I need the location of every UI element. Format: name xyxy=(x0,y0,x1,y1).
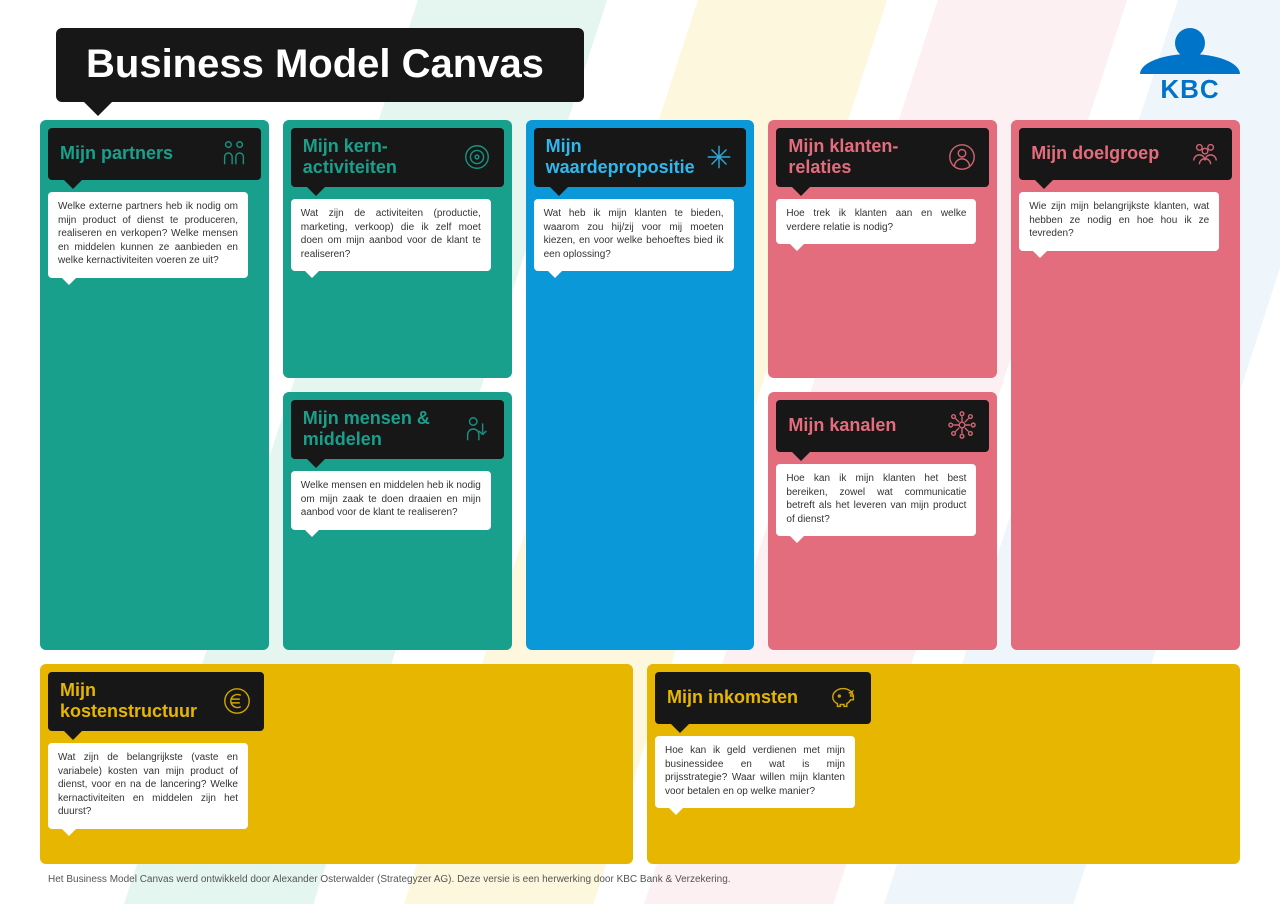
block-title: Mijn mensen & middelen xyxy=(303,408,453,449)
block-title: Mijn kanalen xyxy=(788,415,896,436)
logo-text: KBC xyxy=(1140,74,1240,105)
block-body: Wat heb ik mijn klanten te bieden, waaro… xyxy=(534,199,734,271)
person-arrow-icon xyxy=(462,414,492,444)
people-pair-icon xyxy=(219,138,249,168)
block-body: Hoe trek ik klanten aan en welke verdere… xyxy=(776,199,976,244)
person-circle-icon xyxy=(947,142,977,172)
sparkle-icon xyxy=(704,142,734,172)
block-body: Wat zijn de activiteiten (productie, mar… xyxy=(291,199,491,271)
block-title: Mijn doelgroep xyxy=(1031,143,1159,164)
block-channels: Mijn kanalen Hoe kan ik mijn klanten het… xyxy=(768,392,997,650)
block-body: Wat zijn de belangrijkste (vaste en vari… xyxy=(48,743,248,829)
block-costs: Mijn kostenstructuur Wat zijn de belangr… xyxy=(40,664,633,864)
block-head: Mijn klanten-relaties xyxy=(776,128,989,187)
block-body: Wie zijn mijn belangrijkste klanten, wat… xyxy=(1019,192,1219,251)
block-relations: Mijn klanten-relaties Hoe trek ik klante… xyxy=(768,120,997,378)
block-head: Mijn doelgroep xyxy=(1019,128,1232,180)
block-value: Mijn waardepropositie Wat heb ik mijn kl… xyxy=(526,120,755,650)
top-grid: Mijn partners Welke externe partners heb… xyxy=(40,120,1240,650)
block-body: Hoe kan ik mijn klanten het best bereike… xyxy=(776,464,976,536)
block-title: Mijn kostenstructuur xyxy=(60,680,210,721)
block-title: Mijn klanten-relaties xyxy=(788,136,898,177)
block-head: Mijn mensen & middelen xyxy=(291,400,504,459)
block-head: Mijn waardepropositie xyxy=(534,128,747,187)
block-body: Welke externe partners heb ik nodig om m… xyxy=(48,192,248,278)
block-resources: Mijn mensen & middelen Welke mensen en m… xyxy=(283,392,512,650)
target-icon xyxy=(462,142,492,172)
block-customers: Mijn doelgroep Wie zijn mijn belangrijks… xyxy=(1011,120,1240,650)
block-partners: Mijn partners Welke externe partners heb… xyxy=(40,120,269,650)
block-activities: Mijn kern-activiteiten Wat zijn de activ… xyxy=(283,120,512,378)
block-head: Mijn partners xyxy=(48,128,261,180)
block-revenue: Mijn inkomsten Hoe kan ik geld verdienen… xyxy=(647,664,1240,864)
kbc-logo: KBC xyxy=(1140,28,1240,98)
block-title: Mijn waardepropositie xyxy=(546,136,696,177)
group-icon xyxy=(1190,138,1220,168)
euro-coin-icon xyxy=(222,686,252,716)
page-title: Business Model Canvas xyxy=(56,28,584,102)
block-head: Mijn kern-activiteiten xyxy=(291,128,504,187)
block-title: Mijn kern-activiteiten xyxy=(303,136,397,177)
header: Business Model Canvas KBC xyxy=(0,0,1280,102)
canvas: Mijn partners Welke externe partners heb… xyxy=(0,102,1280,864)
block-head: Mijn kanalen xyxy=(776,400,989,452)
block-body: Welke mensen en middelen heb ik nodig om… xyxy=(291,471,491,530)
block-head: Mijn kostenstructuur xyxy=(48,672,264,731)
block-title: Mijn inkomsten xyxy=(667,687,798,708)
block-head: Mijn inkomsten xyxy=(655,672,871,724)
bottom-grid: Mijn kostenstructuur Wat zijn de belangr… xyxy=(40,664,1240,864)
piggy-bank-icon xyxy=(829,682,859,712)
block-title: Mijn partners xyxy=(60,143,173,164)
block-body: Hoe kan ik geld verdienen met mijn busin… xyxy=(655,736,855,808)
footer-credit: Het Business Model Canvas werd ontwikkel… xyxy=(0,864,1280,885)
network-icon xyxy=(947,410,977,440)
